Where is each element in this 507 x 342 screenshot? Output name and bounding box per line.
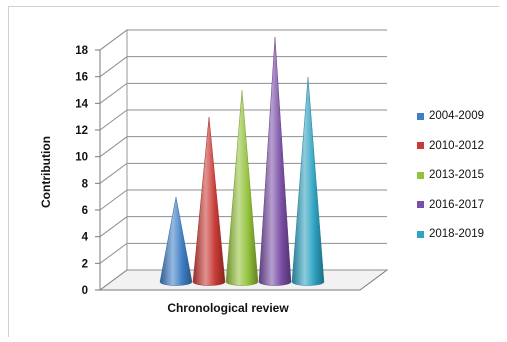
x-axis-title: Chronological review xyxy=(167,301,289,315)
y-tick-label: 8 xyxy=(82,178,89,190)
side-wall xyxy=(99,29,128,291)
gridline xyxy=(99,109,387,131)
y-tick-label: 14 xyxy=(75,98,88,110)
legend-label: 2016-2017 xyxy=(429,198,484,211)
y-tick-label: 18 xyxy=(75,45,88,57)
legend-item: 2018-2019 xyxy=(417,226,505,242)
legend-swatch xyxy=(417,230,424,238)
legend-label: 2010-2012 xyxy=(429,139,484,152)
y-tick-label: 16 xyxy=(75,72,88,84)
legend-label: 2004-2009 xyxy=(429,110,484,122)
y-tick-label: 12 xyxy=(75,125,88,137)
legend-item: 2013-2015 xyxy=(417,167,505,183)
cone-2004-2009 xyxy=(159,196,193,286)
y-axis-title: Contribution xyxy=(39,136,53,208)
legend-swatch xyxy=(417,201,424,208)
legend-item: 2004-2009 xyxy=(417,108,505,124)
gridline xyxy=(99,29,387,51)
y-tick-label: 4 xyxy=(82,232,89,244)
cone-2013-2015 xyxy=(225,90,259,286)
legend-swatch xyxy=(417,112,424,120)
gridline xyxy=(99,162,387,184)
y-tick-label: 0 xyxy=(82,285,88,297)
legend-item: 2010-2012 xyxy=(417,138,505,154)
y-tick-label: 2 xyxy=(82,258,88,270)
chart-frame xyxy=(8,6,499,337)
legend-swatch xyxy=(417,142,424,149)
y-tick-label: 10 xyxy=(75,152,88,164)
cone-2010-2012 xyxy=(192,116,226,286)
cone-2016-2017 xyxy=(258,36,292,286)
gridline xyxy=(99,136,387,158)
cone-2018-2019 xyxy=(291,76,325,286)
legend: 2004-2009 2010-2012 2013-2015 2016-2017 2018… xyxy=(417,108,505,256)
gridline xyxy=(99,56,387,78)
gridline xyxy=(99,82,387,104)
y-tick-label: 6 xyxy=(82,205,88,217)
legend-swatch xyxy=(417,171,424,179)
legend-item: 2016-2017 xyxy=(417,197,505,213)
legend-label: 2018-2019 xyxy=(429,228,484,240)
legend-label: 2013-2015 xyxy=(429,169,484,181)
